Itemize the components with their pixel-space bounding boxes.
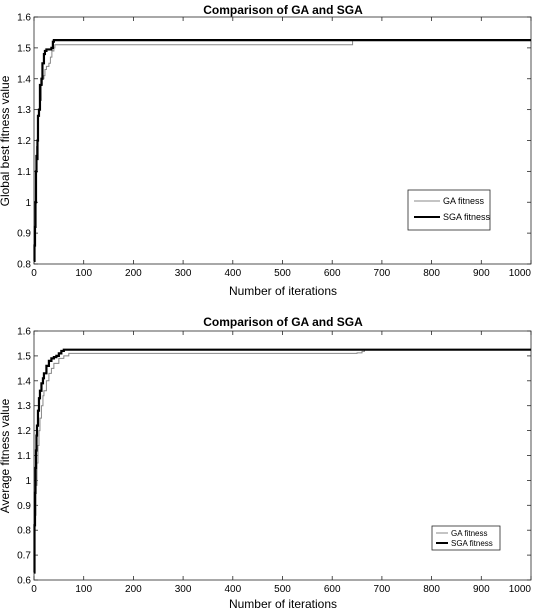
y-axis-ticks: 0.6 0.7 0.8 0.9 1 1.1 1.2 1.3 1.4 1.5 1.6	[17, 327, 531, 587]
x-tick-label: 600	[324, 584, 341, 595]
legend-label-ga: GA fitness	[451, 529, 487, 538]
chart-title: Comparison of GA and SGA	[203, 315, 363, 329]
x-tick-label: 900	[473, 584, 490, 595]
y-tick-label: 0.9	[17, 229, 31, 240]
y-tick-label: 1.4	[17, 74, 31, 85]
chart-title: Comparison of GA and SGA	[203, 3, 363, 17]
legend-box	[431, 525, 501, 551]
x-axis-label: Number of iterations	[229, 284, 337, 298]
y-tick-label: 1	[25, 476, 31, 487]
legend-label-sga: SGA fitness	[443, 212, 491, 222]
x-tick-label: 100	[75, 268, 92, 279]
x-tick-label: 800	[423, 584, 440, 595]
y-tick-label: 1.1	[17, 167, 31, 178]
y-tick-label: 1.5	[17, 43, 31, 54]
x-tick-label: 300	[175, 584, 192, 595]
y-axis-label: Average fitness value	[0, 398, 12, 513]
series-lines	[33, 39, 531, 263]
x-axis-ticks: 0 100 200 300 400 500 600 700 800 900 1000	[31, 331, 531, 595]
x-tick-label: 1000	[509, 584, 532, 595]
x-tick-label: 400	[224, 268, 241, 279]
x-tick-label: 900	[473, 268, 490, 279]
y-tick-label: 1.6	[17, 327, 31, 338]
series-line-ga	[34, 349, 531, 551]
legend: GA fitness SGA fitness	[431, 525, 501, 551]
y-tick-label: 1	[25, 198, 31, 209]
y-tick-label: 1.6	[17, 13, 31, 24]
y-axis-label: Global best fitness value	[0, 75, 12, 206]
x-axis-label: Number of iterations	[229, 597, 337, 610]
y-tick-label: 0.8	[17, 260, 31, 271]
series-line-sga	[33, 39, 531, 263]
x-tick-label: 600	[324, 268, 341, 279]
y-tick-label: 1.2	[17, 136, 31, 147]
y-tick-label: 1.1	[17, 451, 31, 462]
legend-label-ga: GA fitness	[443, 196, 485, 206]
x-tick-label: 300	[175, 268, 192, 279]
x-tick-label: 0	[31, 584, 37, 595]
x-tick-label: 700	[374, 584, 391, 595]
x-tick-label: 700	[374, 268, 391, 279]
legend: GA fitness SGA fitness	[407, 189, 491, 231]
y-tick-label: 0.6	[17, 576, 31, 587]
x-axis-ticks: 0 100 200 300 400 500 600 700 800 900 1000	[31, 17, 531, 279]
x-tick-label: 800	[423, 268, 440, 279]
y-tick-label: 1.3	[17, 105, 31, 116]
x-tick-label: 1000	[509, 268, 532, 279]
x-tick-label: 500	[274, 268, 291, 279]
y-tick-label: 1.3	[17, 401, 31, 412]
legend-label-sga: SGA fitness	[451, 539, 493, 548]
chart-top: Comparison of GA and SGA 0.8 0.9 1 1.1 1.2 1.…	[0, 3, 531, 298]
y-tick-label: 0.8	[17, 526, 31, 537]
x-tick-label: 0	[31, 268, 37, 279]
chart-bottom: Comparison of GA and SGA 0.6 0.7 0.8 0.9 1 1.…	[0, 315, 531, 610]
x-tick-label: 200	[125, 584, 142, 595]
x-tick-label: 200	[125, 268, 142, 279]
y-tick-label: 0.9	[17, 501, 31, 512]
y-tick-label: 0.7	[17, 551, 31, 562]
y-tick-label: 1.2	[17, 426, 31, 437]
legend-box	[407, 189, 491, 231]
x-tick-label: 500	[274, 584, 291, 595]
y-tick-label: 1.5	[17, 351, 31, 362]
x-tick-label: 100	[75, 584, 92, 595]
series-lines	[33, 348, 531, 574]
x-tick-label: 400	[224, 584, 241, 595]
y-tick-label: 1.4	[17, 376, 31, 387]
series-line-sga	[33, 348, 531, 574]
